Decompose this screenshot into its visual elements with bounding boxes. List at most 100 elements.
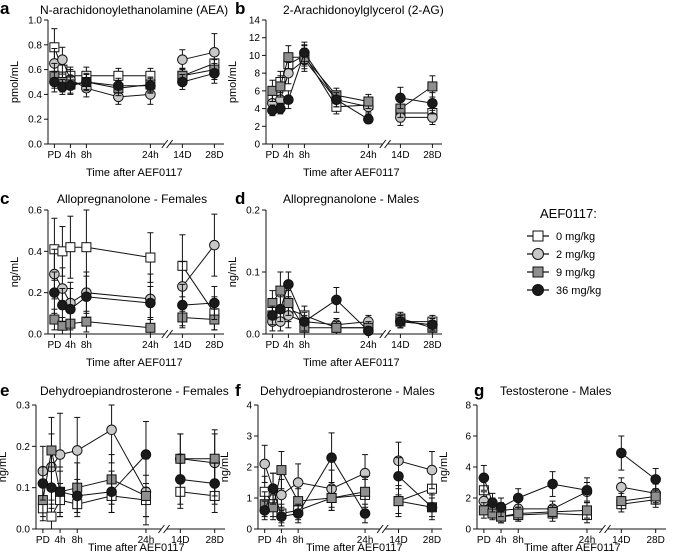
data-point: [145, 322, 156, 333]
data-point: [427, 81, 438, 92]
y-tick-label: 0.0: [246, 330, 260, 341]
y-tick-label: 0.6: [28, 65, 42, 76]
data-point: [81, 76, 92, 88]
x-tick-label: 4h: [495, 535, 506, 546]
data-point: [145, 252, 156, 263]
data-point: [283, 279, 294, 290]
x-tick-label: 14D: [612, 535, 630, 546]
data-point: [140, 490, 151, 501]
data-point: [81, 316, 92, 327]
legend-marker-gray-square: [532, 266, 544, 278]
data-point: [426, 464, 438, 476]
x-tick-label: 24h: [142, 340, 159, 351]
data-point: [616, 447, 627, 459]
data-point: [275, 285, 286, 296]
series-line: [182, 51, 215, 61]
data-point: [275, 303, 286, 315]
y-tick-label: 6: [465, 432, 471, 443]
axis-break-mark: [163, 524, 170, 534]
y-tick-label: 2: [465, 494, 471, 505]
panel-letter: g: [474, 381, 484, 400]
series-3: [267, 271, 438, 337]
panel-letter: a: [0, 0, 10, 18]
axis-break-mark: [166, 139, 174, 149]
axis-break-mark: [379, 139, 387, 149]
series-0: [37, 474, 220, 530]
panel-title: 2-Arachidonoylglycerol (2-AG): [283, 3, 444, 17]
data-point: [513, 508, 524, 519]
data-point: [292, 477, 304, 488]
data-point: [209, 239, 220, 251]
y-tick-label: 1: [246, 494, 252, 505]
y-axis-label: ng/mL: [219, 452, 231, 483]
x-tick-label: 8h: [81, 150, 92, 161]
x-tick-label: PD: [258, 535, 272, 546]
data-point: [360, 486, 371, 497]
y-tick-label: 4: [465, 463, 471, 474]
legend-item-1: 2 mg/kg: [527, 248, 595, 261]
data-point: [177, 299, 188, 311]
chart-panel-b: b 2-Arachidonoylglycerol (2-AG) 0 2 4 6 8 10 12 1…: [227, 0, 444, 179]
data-point: [581, 505, 592, 516]
y-tick-label: 0.8: [28, 40, 42, 51]
panel-title: Dehydroepiandrosterone - Females: [40, 384, 229, 398]
y-tick-label: 0.2: [28, 288, 42, 299]
series-line: [400, 97, 433, 104]
data-point: [71, 490, 83, 502]
data-point: [65, 303, 76, 315]
data-point: [326, 493, 337, 503]
series-line: [180, 458, 215, 464]
data-point: [299, 47, 310, 59]
axis-break-mark: [384, 139, 392, 149]
data-point: [283, 298, 294, 308]
y-tick-label: 0.6: [28, 206, 42, 217]
data-point: [275, 103, 286, 114]
chart-panel-d: d Allopregnanolone - Males 0.0 0.1 0.2 ng/mL P…: [227, 189, 442, 369]
panel-letter: b: [235, 0, 245, 18]
x-tick-label: 24h: [138, 535, 155, 546]
x-tick-label: 14D: [391, 340, 409, 351]
data-point: [65, 80, 76, 92]
y-tick-label: 2: [246, 463, 252, 474]
y-tick-label: 6: [254, 86, 260, 97]
data-point: [363, 325, 374, 337]
legend-marker-open-square: [532, 230, 544, 242]
legend-item-2: 9 mg/kg: [527, 266, 595, 279]
chart-panel-c: c Allopregnanolone - Females 0.0 0.2 0.4 0.6 n…: [0, 189, 224, 369]
x-tick-label: 28D: [423, 150, 441, 161]
data-point: [276, 511, 287, 522]
panel-letter: f: [235, 381, 241, 400]
series-line: [181, 265, 215, 314]
y-tick-label: 8: [254, 69, 260, 80]
data-point: [267, 483, 279, 495]
panel-title: Dehydroepiandrosterone - Males: [260, 384, 435, 398]
data-point: [81, 291, 92, 303]
series-3: [49, 62, 220, 95]
data-point: [283, 52, 294, 63]
chart-panel-f: f Dehydroepiandrosterone - Males 0 1 2 3 4 ng/m…: [219, 381, 442, 554]
series-line: [398, 500, 433, 508]
panel-letter: e: [0, 381, 9, 400]
data-point: [145, 80, 156, 92]
data-point: [276, 465, 287, 476]
legend-label: 2 mg/kg: [556, 249, 595, 261]
data-point: [331, 294, 342, 306]
data-point: [363, 113, 374, 125]
y-axis-label: pmol/mL: [227, 61, 239, 103]
y-tick-label: 12: [249, 33, 261, 44]
data-point: [209, 46, 220, 58]
x-axis-label: Time after AEF0117: [303, 167, 400, 179]
data-point: [37, 478, 49, 489]
x-axis-label: Time after AEF0117: [88, 542, 185, 554]
data-point: [46, 445, 57, 456]
x-tick-label: PD: [477, 535, 491, 546]
y-tick-label: 0.0: [28, 330, 42, 341]
data-point: [393, 496, 404, 507]
x-tick-label: 14D: [391, 150, 409, 161]
y-tick-label: 0: [465, 525, 471, 536]
axis-break-mark: [604, 524, 611, 534]
series-line: [398, 460, 433, 471]
axis-break-mark: [161, 329, 169, 339]
y-tick-label: 0.2: [16, 442, 30, 453]
